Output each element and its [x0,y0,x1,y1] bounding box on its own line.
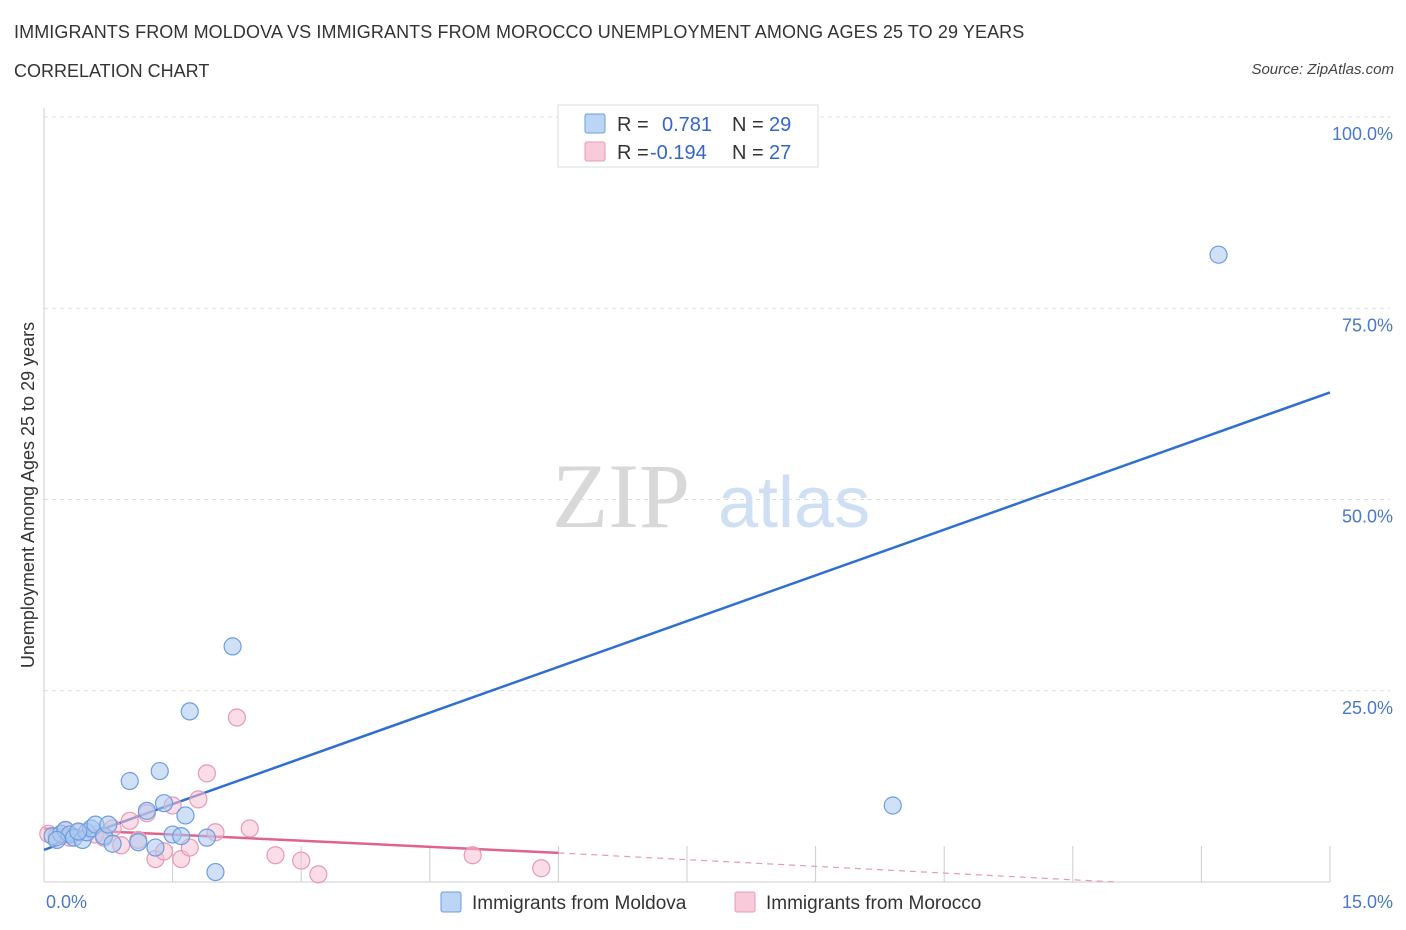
point-morocco-19 [227,708,246,727]
gridlines [44,116,1390,692]
point-moldova-10 [99,815,118,834]
point-moldova-12 [120,771,139,791]
chart-title: IMMIGRANTS FROM MOLDOVA VS IMMIGRANTS FR… [14,22,1025,42]
point-moldova-16 [150,761,169,781]
legend-n-value-moldova: 29 [769,114,791,136]
y-tick-label-1: 75.0% [1342,315,1393,335]
watermark-zip: ZIP [552,445,690,547]
legend-n-value-morocco: 27 [769,142,791,164]
bottom-legend-swatch-morocco [734,891,756,913]
point-moldova-25 [883,796,902,815]
legend-r-label-morocco: R = [617,142,649,164]
series-moldova-points [43,245,1228,882]
legend-r-label-moldova: R = [617,114,649,136]
point-morocco-17 [197,764,216,783]
point-morocco-21 [266,846,285,865]
point-moldova-17 [154,794,174,813]
point-morocco-20 [240,819,259,838]
point-morocco-8 [120,811,139,830]
point-morocco-22 [292,851,311,870]
x-axis-ticks [43,846,1331,882]
y-axis-label: Unemployment Among Ages 25 to 29 years [18,322,38,668]
point-moldova-27 [47,830,66,850]
bottom-legend-label-moldova: Immigrants from Moldova [472,893,687,914]
x-tick-label-min: 0.0% [46,892,87,912]
y-tick-label-0: 100.0% [1332,124,1393,144]
bottom-legend-swatch-moldova [440,891,462,913]
point-moldova-21 [180,702,199,721]
trend-line-moldova [43,391,1331,852]
y-tick-label-3: 25.0% [1342,698,1393,718]
point-moldova-15 [146,838,165,857]
bottom-legend: Immigrants from Moldova Immigrants from … [440,891,981,914]
point-moldova-28 [69,822,88,841]
watermark-atlas: atlas [718,463,870,543]
point-moldova-14 [137,801,156,820]
stats-legend: R = 0.781 N = 29 R = -0.194 N = 27 [557,104,819,168]
point-morocco-25 [532,859,551,878]
y-tick-label-2: 50.0% [1342,507,1393,527]
point-morocco-16 [189,790,208,809]
x-tick-label-max: 15.0% [1342,892,1393,912]
trend-line-morocco-extrapolated [558,852,1116,883]
bottom-legend-label-morocco: Immigrants from Morocco [766,893,981,914]
source-credit: Source: ZipAtlas.com [1251,61,1394,78]
legend-n-label-moldova: N = [732,114,764,136]
point-moldova-11 [103,834,122,853]
point-moldova-23 [206,862,225,882]
point-moldova-24 [223,637,242,656]
point-morocco-23 [309,865,328,884]
legend-r-value-morocco: -0.194 [650,142,707,164]
point-moldova-20 [176,806,195,825]
series-morocco-points [39,708,551,884]
point-moldova-19 [172,826,191,846]
legend-swatch-morocco [584,141,606,162]
point-moldova-13 [129,833,148,852]
watermark: ZIP atlas [552,445,870,547]
legend-n-label-morocco: N = [732,142,764,164]
chart-subtitle: CORRELATION CHART [14,61,210,81]
y-tick-labels: 100.0% 75.0% 50.0% 25.0% [1332,124,1393,718]
legend-swatch-moldova [584,113,606,134]
point-morocco-24 [463,846,482,865]
point-moldova-26 [1209,245,1228,264]
legend-r-value-moldova: 0.781 [662,114,712,136]
point-moldova-22 [197,828,216,847]
